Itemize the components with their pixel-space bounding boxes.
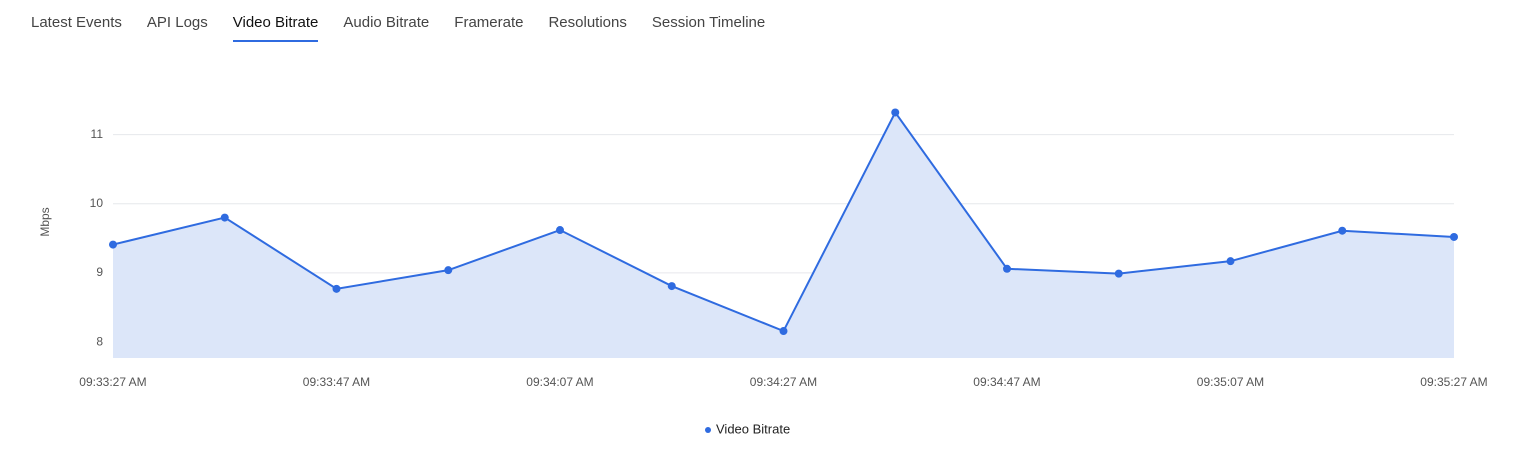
point <box>1450 232 1458 241</box>
tab[interactable]: Video Bitrate <box>232 14 319 42</box>
x-tick-label: 09:34:47 AM <box>973 375 1040 389</box>
y-tick-label: 8 <box>96 334 103 348</box>
x-tick-label: 09:35:27 AM <box>1420 375 1487 389</box>
tab[interactable]: Framerate <box>454 14 524 31</box>
tab[interactable]: API Logs <box>146 14 208 31</box>
tab[interactable]: Audio Bitrate <box>343 14 430 31</box>
point <box>1114 269 1123 278</box>
point <box>220 213 229 222</box>
legend-label: Video Bitrate <box>716 421 790 436</box>
point <box>444 266 453 275</box>
point <box>1338 226 1347 235</box>
area <box>113 112 1454 358</box>
point <box>779 327 788 336</box>
point <box>1003 264 1011 273</box>
y-tick-label: 10 <box>90 196 104 210</box>
point <box>1226 257 1235 266</box>
point <box>556 226 564 235</box>
x-tick-label: 09:33:47 AM <box>303 375 370 389</box>
y-tick-label: 9 <box>96 265 103 279</box>
tab-bar: Latest Events API Logs Video Bitrate Audio … <box>31 14 765 42</box>
tab[interactable]: Latest Events <box>31 14 122 31</box>
x-tick-label: 09:33:27 AM <box>79 375 146 389</box>
x-tick-label: 09:34:27 AM <box>750 375 817 389</box>
point <box>109 240 117 249</box>
y-axis-label: Mbps <box>38 207 52 236</box>
point <box>891 108 900 117</box>
y-tick-label: 11 <box>91 127 104 141</box>
x-tick-label: 09:34:07 AM <box>526 375 593 389</box>
point <box>332 284 341 293</box>
x-tick-label: 09:35:07 AM <box>1197 375 1264 389</box>
legend-marker <box>705 427 711 433</box>
point <box>667 282 676 291</box>
tab[interactable]: Resolutions <box>548 14 627 31</box>
tab[interactable]: Session Timeline <box>651 14 766 31</box>
